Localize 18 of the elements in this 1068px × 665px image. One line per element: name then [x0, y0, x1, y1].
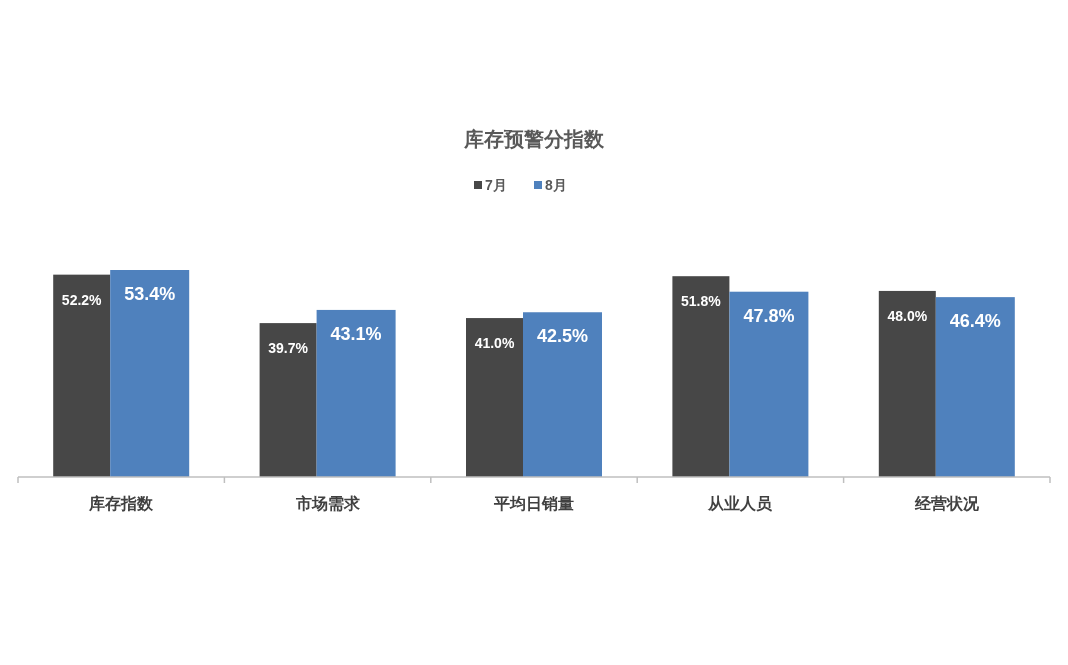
data-label: 52.2%	[61, 291, 103, 308]
legend-label: 8月	[545, 177, 567, 193]
data-label: 43.1%	[330, 323, 382, 344]
x-tick-label: 市场需求	[294, 495, 361, 512]
data-label: 41.0%	[474, 335, 515, 352]
chart-title: 库存预警分指数	[463, 128, 605, 150]
x-tick-label: 平均日销量	[493, 495, 574, 512]
data-label: 46.4%	[949, 311, 1001, 332]
data-label: 51.8%	[681, 293, 722, 310]
x-tick-label: 经营状况	[913, 495, 980, 512]
data-label: 47.8%	[743, 305, 795, 326]
data-label: 42.5%	[536, 326, 589, 347]
x-tick-label: 从业人员	[707, 495, 774, 512]
data-label: 39.7%	[268, 340, 309, 357]
data-label: 53.4%	[124, 284, 176, 304]
legend-label: 7月	[485, 177, 507, 193]
x-tick-label: 库存指数	[88, 495, 155, 512]
data-label: 48.0%	[887, 307, 928, 324]
